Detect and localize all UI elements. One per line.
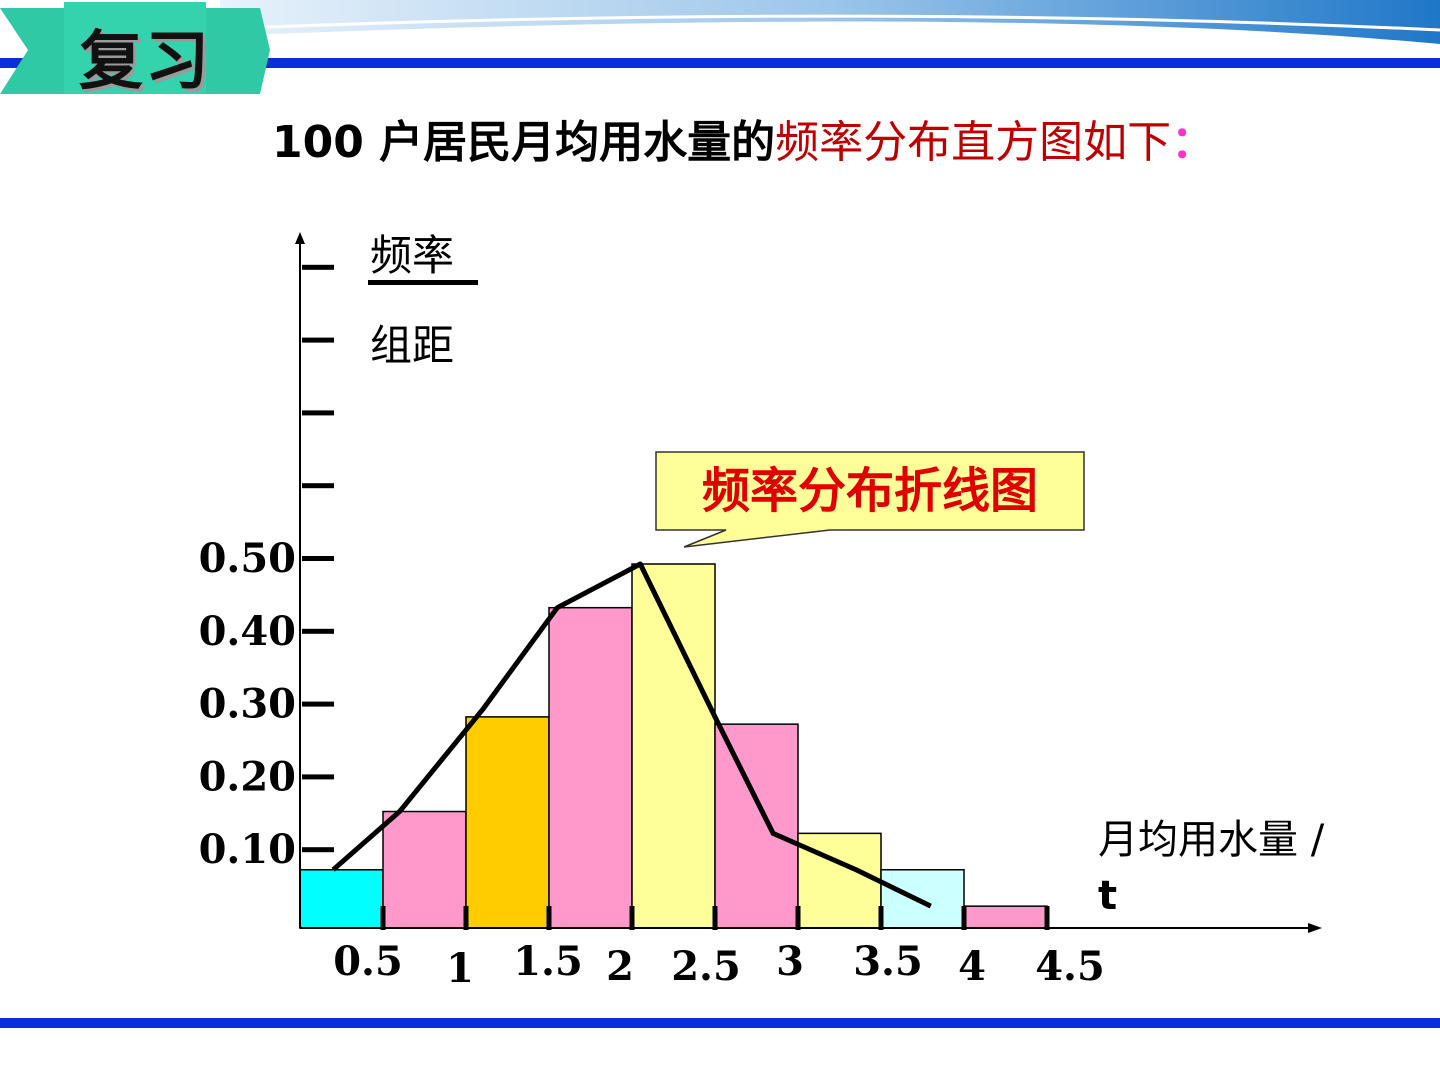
x-axis-unit: t	[1098, 873, 1118, 919]
y-tick-5	[302, 556, 334, 561]
chart-axes	[295, 232, 1322, 933]
x-tick-label-8: 4	[958, 943, 986, 990]
title-part-red: 频率分布直方图如下	[775, 117, 1172, 168]
y-tick-label-1: 0.10	[199, 826, 296, 873]
x-tick-label-7: 3.5	[853, 938, 923, 985]
x-axis-label: 月均用水量 / t	[1098, 812, 1398, 924]
y-axis-label-numerator: 频率	[370, 231, 455, 280]
callout-shape	[655, 451, 1085, 548]
y-tick-6	[302, 483, 334, 489]
x-tick-7	[878, 906, 884, 930]
x-tick-8	[961, 906, 967, 930]
x-axis-ticks: 0.5 1 1.5 2 2.5 3 3.5 4 4.5	[333, 906, 1105, 992]
y-tick-2	[302, 774, 334, 780]
section-badge	[0, 2, 270, 94]
y-axis-ticks: 0.10 0.20 0.30 0.40 0.50	[199, 264, 334, 873]
y-tick-label-2: 0.20	[199, 753, 296, 800]
bottom-band	[0, 1018, 1440, 1028]
histogram-bar-6	[714, 723, 799, 929]
histogram-bar-4	[548, 606, 633, 929]
y-tick-label-4: 0.40	[199, 608, 296, 655]
x-tick-3	[546, 906, 552, 930]
x-axis-label-text: 月均用水量 /	[1098, 817, 1325, 863]
x-tick-6	[795, 906, 801, 930]
x-tick-4	[629, 906, 635, 930]
y-tick-9	[302, 264, 334, 270]
x-tick-label-2: 1	[446, 945, 474, 992]
y-tick-7	[302, 410, 334, 416]
x-tick-9	[1044, 906, 1050, 930]
y-tick-label-3: 0.30	[199, 681, 296, 728]
x-tick-label-9: 4.5	[1035, 943, 1105, 990]
x-tick-label-4: 2	[606, 943, 634, 990]
frequency-polyline-group	[331, 561, 932, 909]
histogram-bar-9	[963, 905, 1048, 929]
badge-label: 复习	[79, 25, 211, 99]
y-tick-label-5: 0.50	[199, 535, 296, 582]
histogram-bars	[299, 563, 1048, 929]
histogram-bar-8	[880, 869, 965, 929]
x-tick-label-1: 0.5	[333, 938, 403, 985]
y-tick-4	[302, 628, 334, 634]
y-axis-arrow	[295, 232, 305, 244]
histogram-bar-5	[631, 563, 716, 929]
y-tick-8	[302, 337, 334, 343]
histogram-bar-2	[382, 810, 467, 929]
title-colon: ：	[1171, 117, 1216, 168]
x-tick-label-3: 1.5	[513, 938, 583, 985]
x-tick-label-6: 3	[776, 938, 804, 985]
x-tick-5	[712, 906, 718, 930]
histogram-bar-1	[299, 869, 384, 929]
frequency-polyline	[331, 561, 932, 909]
histogram-bar-3	[465, 716, 550, 929]
title-part-black: 100 户居民月均用水量的	[272, 117, 776, 168]
x-tick-label-5: 2.5	[671, 943, 741, 990]
x-tick-2	[463, 906, 469, 930]
y-axis-label-denominator: 组距	[370, 321, 455, 370]
page-title: 100 户居民月均用水量的频率分布直方图如下：	[272, 108, 1215, 178]
y-tick-1	[302, 847, 334, 853]
x-tick-1	[380, 906, 386, 930]
y-tick-3	[302, 701, 334, 707]
callout-label: 频率分布折线图	[701, 463, 1038, 519]
x-axis-arrow	[1308, 923, 1322, 933]
y-axis-fraction-bar	[368, 280, 478, 285]
callout-box	[655, 451, 1085, 548]
header-swoosh	[0, 0, 1440, 68]
